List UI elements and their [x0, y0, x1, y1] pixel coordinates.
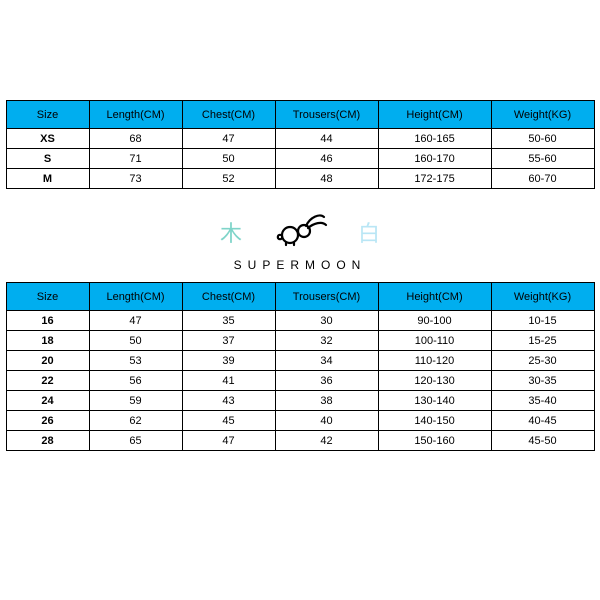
table-cell: 45-50: [491, 431, 594, 451]
table-row: 20533934110-12025-30: [6, 351, 594, 371]
table-cell: 120-130: [378, 371, 491, 391]
table-cell: 22: [6, 371, 89, 391]
table-header-row: SizeLength(CM)Chest(CM)Trousers(CM)Heigh…: [6, 283, 594, 311]
table-cell: 71: [89, 149, 182, 169]
table-cell: 15-25: [491, 331, 594, 351]
table-cell: 42: [275, 431, 378, 451]
table-cell: 47: [182, 129, 275, 149]
table-cell: 39: [182, 351, 275, 371]
table-cell: 38: [275, 391, 378, 411]
table-cell: 50: [89, 331, 182, 351]
table-cell: 65: [89, 431, 182, 451]
table-cell: 60-70: [491, 169, 594, 189]
table-cell: 110-120: [378, 351, 491, 371]
table-cell: XS: [6, 129, 89, 149]
table-cell: S: [6, 149, 89, 169]
table-cell: 100-110: [378, 331, 491, 351]
column-header: Length(CM): [89, 101, 182, 129]
table-row: 22564136120-13030-35: [6, 371, 594, 391]
table-cell: 47: [182, 431, 275, 451]
column-header: Height(CM): [378, 101, 491, 129]
rabbit-icon: [270, 211, 330, 252]
table-cell: 150-160: [378, 431, 491, 451]
size-chart-page: SizeLength(CM)Chest(CM)Trousers(CM)Heigh…: [0, 0, 600, 600]
table-cell: 30: [275, 311, 378, 331]
table-row: 28654742150-16045-50: [6, 431, 594, 451]
table-row: 1647353090-10010-15: [6, 311, 594, 331]
table-cell: 52: [182, 169, 275, 189]
kids-size-table: SizeLength(CM)Chest(CM)Trousers(CM)Heigh…: [6, 282, 595, 451]
table-cell: 90-100: [378, 311, 491, 331]
table-cell: 47: [89, 311, 182, 331]
brand-name: SUPERMOON: [0, 258, 600, 272]
table-cell: 26: [6, 411, 89, 431]
table-cell: 53: [89, 351, 182, 371]
cjk-right-char: 白: [358, 216, 380, 248]
table-cell: 37: [182, 331, 275, 351]
cjk-left-char: 木: [220, 216, 242, 248]
table-cell: 59: [89, 391, 182, 411]
table-cell: 56: [89, 371, 182, 391]
table-cell: 18: [6, 331, 89, 351]
table-cell: 160-170: [378, 149, 491, 169]
table-header-row: SizeLength(CM)Chest(CM)Trousers(CM)Heigh…: [6, 101, 594, 129]
table-cell: 25-30: [491, 351, 594, 371]
table-row: XS684744160-16550-60: [6, 129, 594, 149]
table-cell: 45: [182, 411, 275, 431]
table-cell: 44: [275, 129, 378, 149]
column-header: Trousers(CM): [275, 101, 378, 129]
table-cell: 48: [275, 169, 378, 189]
table-cell: 32: [275, 331, 378, 351]
table-row: 18503732100-11015-25: [6, 331, 594, 351]
table-row: 24594338130-14035-40: [6, 391, 594, 411]
column-header: Height(CM): [378, 283, 491, 311]
table-cell: 30-35: [491, 371, 594, 391]
table-cell: 130-140: [378, 391, 491, 411]
table-cell: 28: [6, 431, 89, 451]
column-header: Length(CM): [89, 283, 182, 311]
table-cell: 73: [89, 169, 182, 189]
table-cell: 24: [6, 391, 89, 411]
table-cell: 40: [275, 411, 378, 431]
table-row: M735248172-17560-70: [6, 169, 594, 189]
adult-size-table: SizeLength(CM)Chest(CM)Trousers(CM)Heigh…: [6, 100, 595, 189]
table-cell: 34: [275, 351, 378, 371]
table-cell: 172-175: [378, 169, 491, 189]
table-cell: 50-60: [491, 129, 594, 149]
table-cell: 41: [182, 371, 275, 391]
column-header: Size: [6, 101, 89, 129]
column-header: Trousers(CM): [275, 283, 378, 311]
table-cell: 50: [182, 149, 275, 169]
table-cell: 35-40: [491, 391, 594, 411]
table-cell: M: [6, 169, 89, 189]
table-cell: 68: [89, 129, 182, 149]
table-cell: 140-150: [378, 411, 491, 431]
table-cell: 10-15: [491, 311, 594, 331]
table-cell: 40-45: [491, 411, 594, 431]
table-cell: 20: [6, 351, 89, 371]
column-header: Size: [6, 283, 89, 311]
table-cell: 35: [182, 311, 275, 331]
table-cell: 36: [275, 371, 378, 391]
table-cell: 46: [275, 149, 378, 169]
column-header: Weight(KG): [491, 101, 594, 129]
table-cell: 43: [182, 391, 275, 411]
table-cell: 16: [6, 311, 89, 331]
table-cell: 55-60: [491, 149, 594, 169]
column-header: Chest(CM): [182, 283, 275, 311]
column-header: Chest(CM): [182, 101, 275, 129]
column-header: Weight(KG): [491, 283, 594, 311]
logo-row: 木: [0, 211, 600, 252]
table-cell: 62: [89, 411, 182, 431]
brand-logo-block: 木: [0, 211, 600, 272]
table-cell: 160-165: [378, 129, 491, 149]
table-row: 26624540140-15040-45: [6, 411, 594, 431]
table-row: S715046160-17055-60: [6, 149, 594, 169]
